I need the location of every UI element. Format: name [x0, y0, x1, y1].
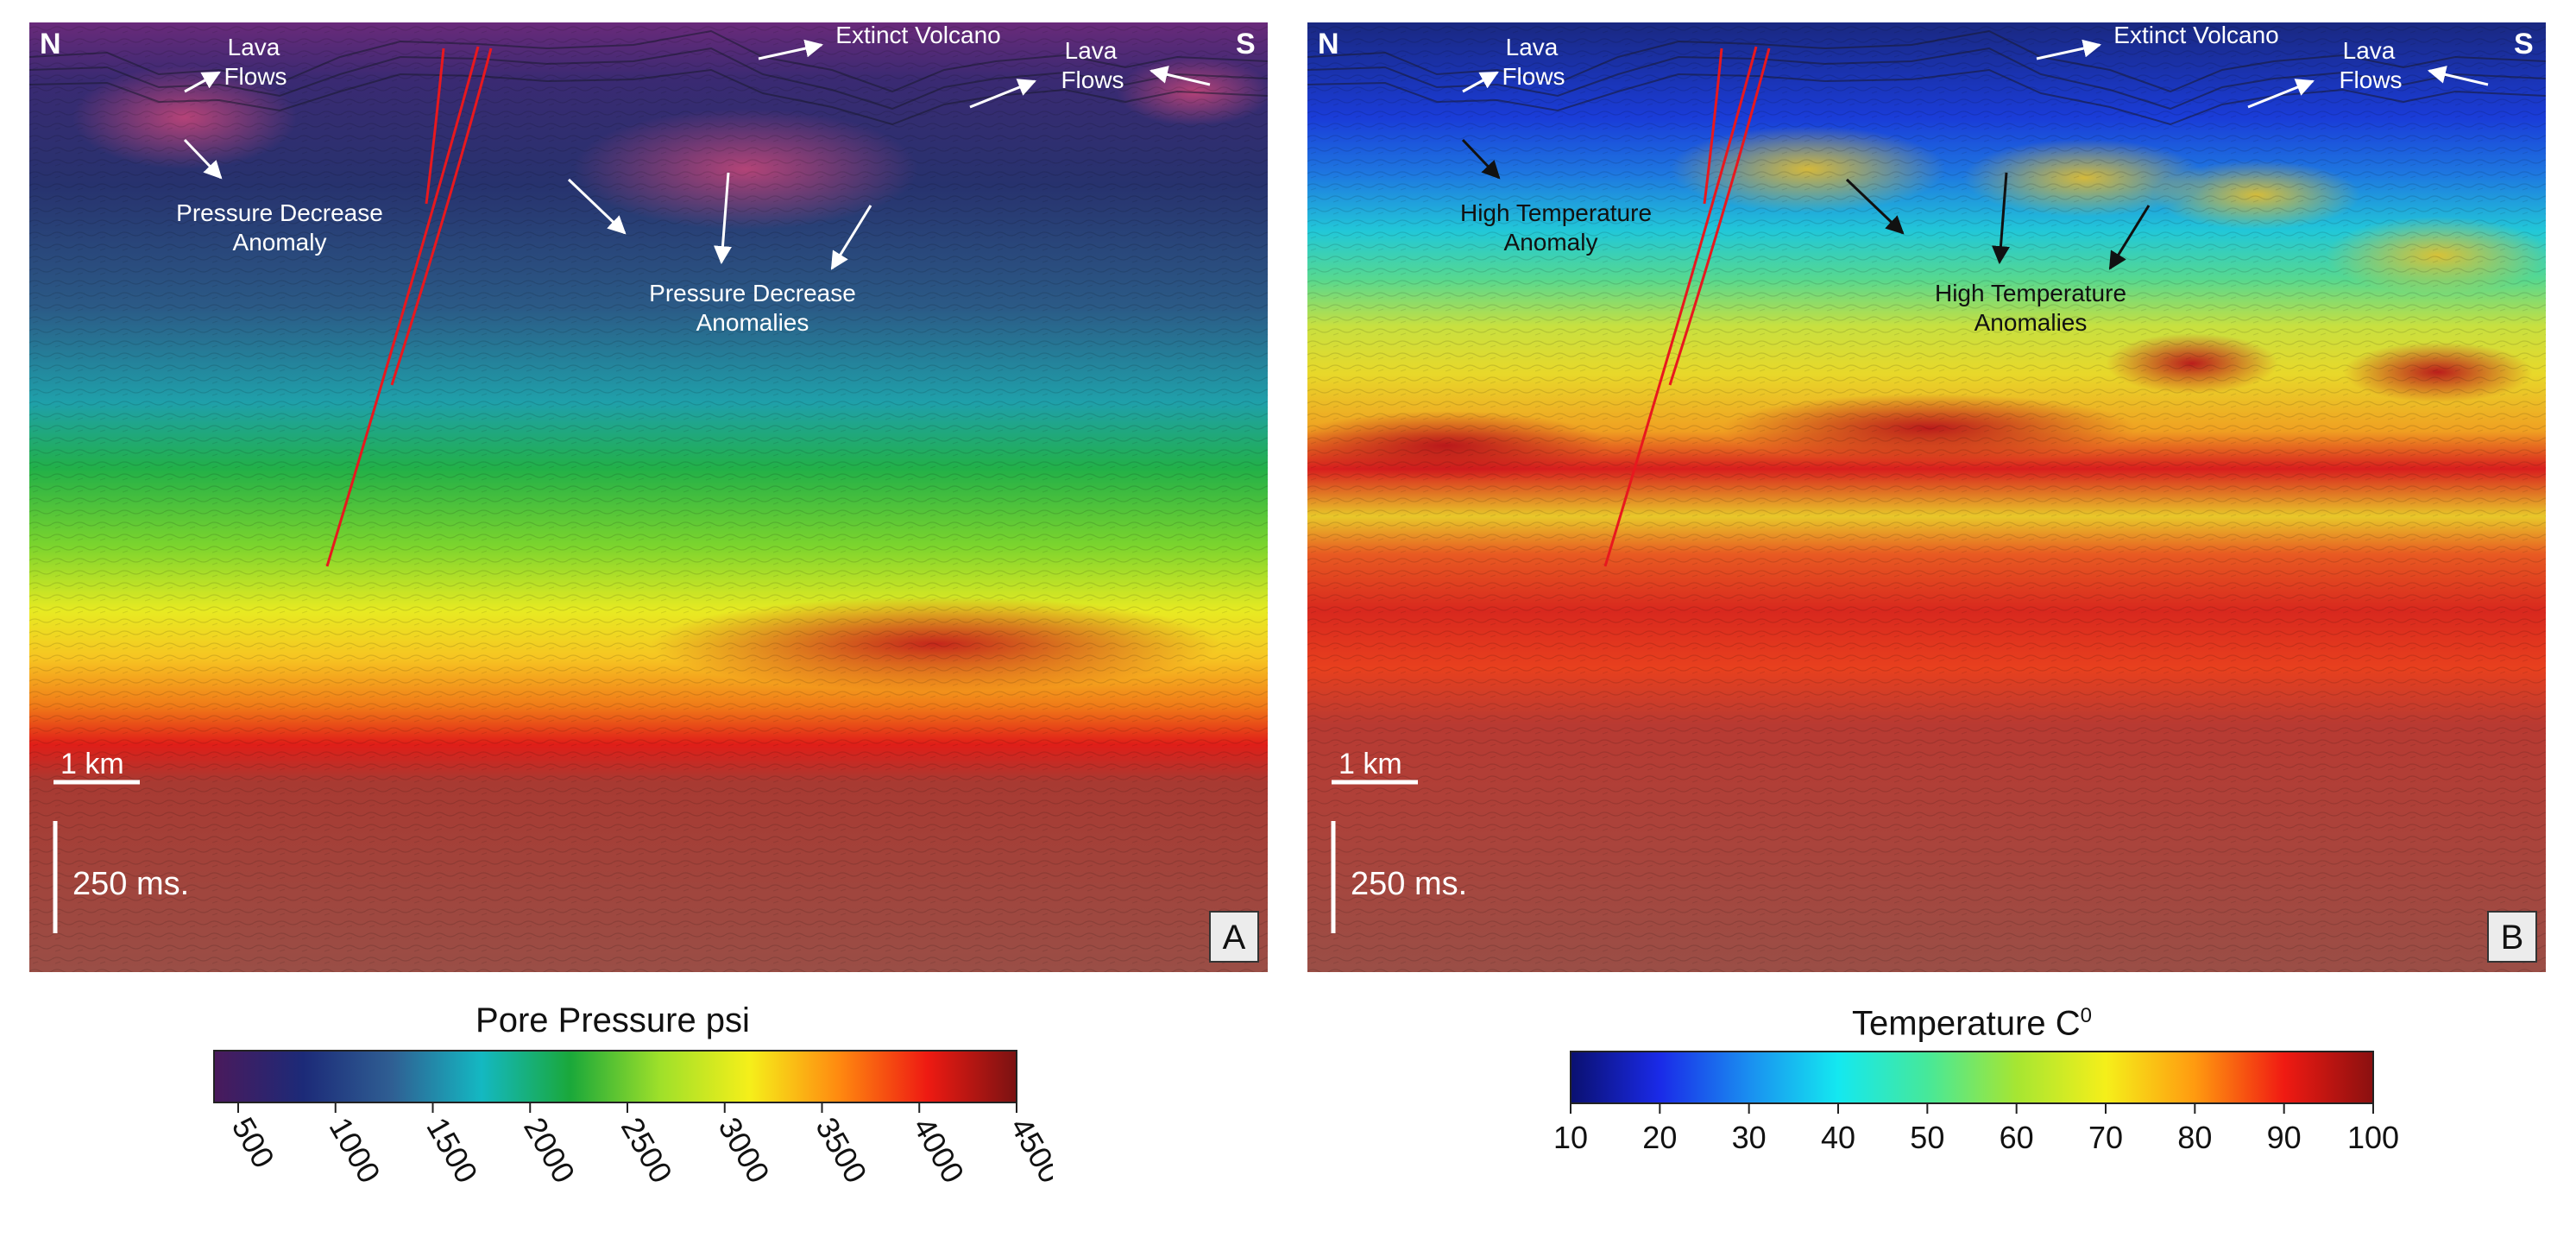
colorbar-gradient	[213, 1050, 1017, 1103]
svg-text:1 km: 1 km	[1338, 748, 1402, 780]
panel-b-temperature-section: N S Lava Flows Extinct Volcano Lava Flows …	[1307, 22, 2546, 972]
colorbar-tick-label: 80	[2177, 1120, 2212, 1155]
colorbar-tick-label: 50	[1910, 1120, 1944, 1155]
panel-letter-a: A	[1209, 911, 1259, 963]
seafloor-reflectors	[1307, 29, 2546, 126]
colorbar-tick-label: 2500	[614, 1111, 680, 1189]
lava-flows-label-left: Lava Flows	[1502, 34, 1565, 90]
colorbar-tick-label: 1000	[323, 1111, 388, 1189]
colorbar-tick-label: 10	[1553, 1120, 1588, 1155]
colorbar-gradient	[1570, 1051, 2374, 1104]
svg-text:250 ms.: 250 ms.	[72, 866, 189, 902]
colorbar-a-title: Pore Pressure psi	[476, 1001, 750, 1039]
svg-text:B: B	[2501, 919, 2524, 957]
seismic-texture	[29, 22, 1268, 972]
anomaly-label-multi: Pressure Decrease Anomalies	[649, 280, 856, 336]
colorbar-tick-label: 3500	[809, 1111, 874, 1189]
colorbar-tick-label: 70	[2088, 1120, 2123, 1155]
colorbar-tick-label: 2000	[517, 1111, 583, 1189]
annotation-arrows	[183, 39, 1211, 270]
annotation-arrows-black	[1461, 138, 2151, 270]
north-label: N	[40, 28, 61, 60]
fault-lines	[1603, 46, 1771, 567]
south-label: S	[2514, 28, 2534, 60]
svg-text:1 km: 1 km	[60, 748, 124, 780]
colorbar-tick-label: 3000	[712, 1111, 778, 1189]
colorbar-tick-label: 4000	[906, 1111, 972, 1189]
colorbar-tick-label: 40	[1821, 1120, 1855, 1155]
south-label: S	[1236, 28, 1256, 60]
fault-lines	[325, 46, 493, 567]
lava-flows-label-right: Lava Flows	[1061, 37, 1124, 93]
scale-bar-ms: 250 ms.	[1331, 821, 1467, 933]
panel-a-pore-pressure-section: N S Lava Flows Extinct Volcano Lava Flows …	[29, 22, 1268, 972]
panel-letter-b: B	[2487, 911, 2537, 963]
scale-bar-km: 1 km	[54, 748, 140, 785]
anomaly-label-multi: High Temperature Anomalies	[1935, 280, 2126, 336]
svg-text:A: A	[1223, 919, 1246, 957]
lava-flows-label-right: Lava Flows	[2339, 37, 2402, 93]
colorbar-tick-label: 1500	[419, 1111, 485, 1189]
scale-bar-km: 1 km	[1332, 748, 1418, 785]
colorbar-tick-label: 60	[2000, 1120, 2034, 1155]
colorbar-tick-label: 30	[1732, 1120, 1767, 1155]
extinct-volcano-label: Extinct Volcano	[2113, 22, 2278, 48]
colorbar-tick-label: 100	[2347, 1120, 2399, 1155]
degree-superscript: 0	[2080, 1004, 2092, 1027]
seismic-texture	[1307, 22, 2546, 972]
colorbar-tick-label: 500	[225, 1111, 282, 1174]
svg-text:250 ms.: 250 ms.	[1351, 866, 1467, 902]
seafloor-reflectors	[29, 29, 1268, 126]
extinct-volcano-label: Extinct Volcano	[835, 22, 1000, 48]
colorbar-tick-label: 4500	[1004, 1111, 1053, 1189]
annotation-arrows-white	[1462, 39, 2489, 109]
colorbar-b: 10 20 30 40 50 60 70 80 90 100	[1553, 1051, 2399, 1155]
north-label: N	[1318, 28, 1339, 60]
colorbar-b-title: Temperature C0	[1852, 1004, 2092, 1043]
lava-flows-label-left: Lava Flows	[224, 34, 287, 90]
anomaly-label-single: Pressure Decrease Anomaly	[176, 199, 383, 256]
colorbar-tick-label: 20	[1642, 1120, 1677, 1155]
colorbar-tick-label: 90	[2267, 1120, 2302, 1155]
anomaly-label-single: High Temperature Anomaly	[1460, 199, 1652, 256]
scale-bar-ms: 250 ms.	[53, 821, 189, 933]
colorbar-a: 500 1000 1500 2000 2500 3000 3500 4000 4500	[213, 1050, 1053, 1189]
